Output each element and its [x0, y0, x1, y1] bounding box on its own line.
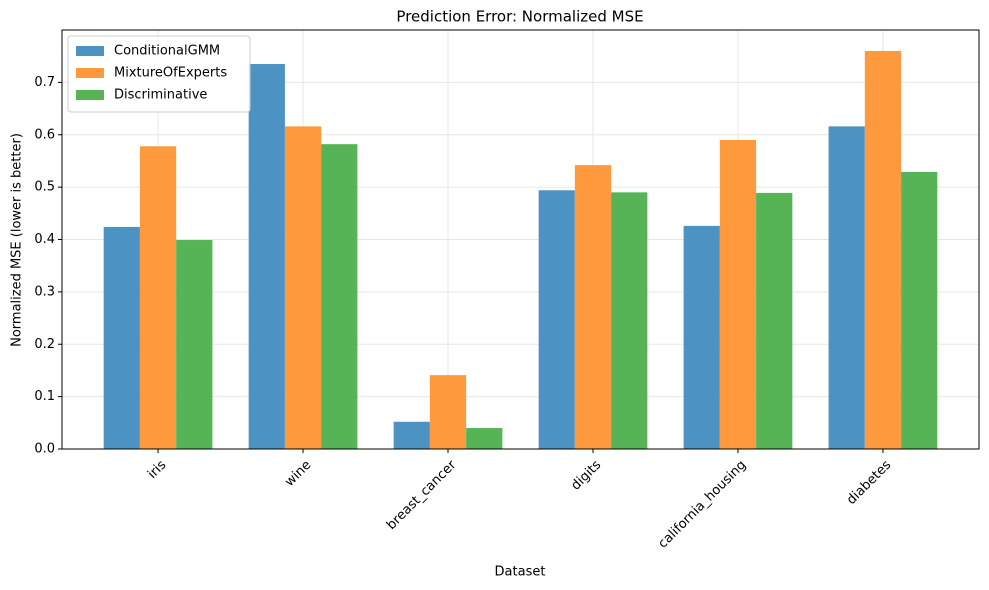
x-axis-label: Dataset: [495, 565, 546, 580]
legend-swatch: [76, 68, 104, 78]
bar: [139, 146, 177, 449]
bar: [429, 375, 467, 449]
legend-label: ConditionalGMM: [114, 44, 220, 59]
bar: [756, 192, 793, 450]
y-tick-label: 0.0: [34, 442, 55, 457]
x-tick-label: california_housing: [656, 458, 750, 552]
y-tick-label: 0.2: [34, 337, 55, 352]
y-tick-label: 0.4: [34, 232, 55, 247]
bar: [828, 126, 865, 450]
bar: [864, 50, 902, 449]
bar: [538, 190, 575, 449]
bar: [321, 144, 358, 450]
y-tick-label: 0.7: [34, 75, 55, 90]
y-tick-label: 0.3: [34, 284, 55, 299]
bar: [284, 126, 322, 450]
legend-label: MixtureOfExperts: [114, 66, 227, 81]
legend: ConditionalGMM MixtureOfExperts Discrimina…: [67, 35, 251, 113]
legend-swatch: [76, 90, 104, 100]
legend-box: [67, 35, 251, 113]
bar: [176, 240, 213, 449]
legend-swatch: [76, 46, 104, 56]
y-tick-label: 0.5: [34, 180, 55, 195]
bar: [611, 192, 648, 450]
bar: [103, 226, 140, 449]
y-tick-label: 0.1: [34, 389, 55, 404]
bar: [466, 428, 503, 449]
bar: [248, 64, 285, 449]
plot-frame: [61, 29, 980, 450]
bar: [574, 165, 612, 449]
legend-label: Discriminative: [114, 88, 207, 103]
bar: [901, 171, 938, 449]
bar: [719, 139, 757, 450]
y-tick-label: 0.6: [34, 127, 55, 142]
bar: [393, 421, 430, 449]
chart-title: Prediction Error: Normalized MSE: [396, 8, 643, 26]
x-tick-label: wine: [282, 458, 314, 490]
y-axis-label: Normalized MSE (lower is better): [10, 133, 25, 347]
bar: [683, 225, 720, 449]
x-tick-label: digits: [569, 458, 605, 494]
x-tick-label: iris: [145, 458, 169, 482]
x-tick-label: diabetes: [844, 458, 894, 508]
x-tick-label: breast_cancer: [384, 457, 460, 533]
